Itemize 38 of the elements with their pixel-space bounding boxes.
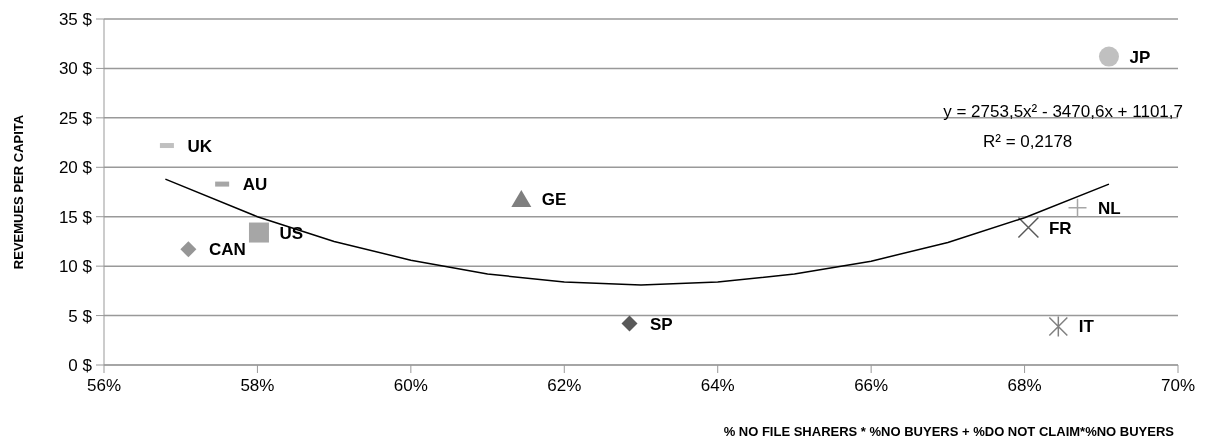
y-tick-label: 5 $ <box>68 306 93 326</box>
y-tick-label: 15 $ <box>58 207 93 227</box>
y-tick-label: 35 $ <box>58 10 93 30</box>
y-tick-label: 20 $ <box>58 158 93 178</box>
series-label: UK <box>187 136 213 156</box>
series-label: NL <box>1098 198 1121 218</box>
series-label: US <box>279 223 304 243</box>
y-tick-label: 25 $ <box>58 108 93 128</box>
y-tick-label: 10 $ <box>58 257 93 277</box>
y-tick-label: 0 $ <box>68 356 93 376</box>
x-tick-label: 66% <box>854 376 889 396</box>
point <box>1017 216 1040 239</box>
x-tick-label: 60% <box>393 376 428 396</box>
series-label: FR <box>1048 218 1072 238</box>
point <box>1098 46 1119 67</box>
y-axis-title: REVEMUES PER CAPITA <box>10 114 26 270</box>
point <box>511 189 532 207</box>
series-label: JP <box>1129 47 1151 67</box>
x-tick-label: 64% <box>700 376 735 396</box>
point <box>621 315 638 332</box>
x-tick-label: 62% <box>547 376 582 396</box>
point <box>248 222 269 243</box>
y-tick-label: 30 $ <box>58 59 93 79</box>
annotation: y = 2753,5x² - 3470,6x + 1101,7 <box>943 102 1183 122</box>
series-label: SP <box>650 314 673 334</box>
series-label: CAN <box>208 240 246 260</box>
series-label: AU <box>242 175 268 195</box>
x-tick-label: 68% <box>1007 376 1042 396</box>
point <box>180 241 197 258</box>
x-axis-title: % NO FILE SHARERS * %NO BUYERS + %DO NOT CLAIM*%NO BUYERS <box>723 424 1175 439</box>
series-label: GE <box>541 189 567 209</box>
x-tick-label: 70% <box>1160 376 1196 396</box>
x-tick-label: 58% <box>240 376 275 396</box>
point <box>1048 315 1069 338</box>
series-label: IT <box>1078 317 1095 337</box>
x-tick-label: 56% <box>86 376 122 396</box>
point <box>1067 198 1088 218</box>
annotation: R² = 0,2178 <box>983 132 1073 152</box>
